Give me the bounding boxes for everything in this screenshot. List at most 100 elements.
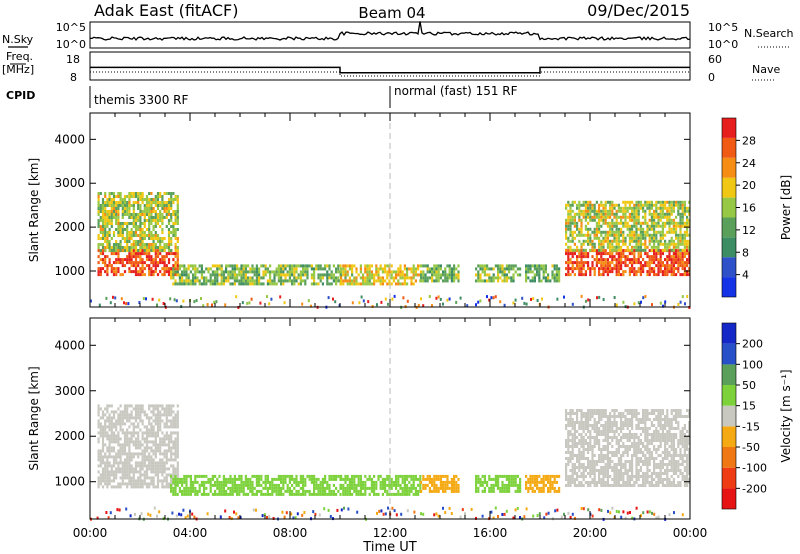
data-cell bbox=[567, 451, 570, 454]
data-cell bbox=[156, 195, 160, 198]
data-cell bbox=[410, 270, 413, 274]
data-cell bbox=[492, 296, 495, 300]
data-cell bbox=[152, 258, 155, 262]
data-cell bbox=[686, 270, 689, 274]
data-cell bbox=[266, 489, 269, 493]
data-cell bbox=[178, 276, 181, 280]
data-cell bbox=[576, 412, 579, 415]
data-cell bbox=[426, 477, 429, 481]
data-cell bbox=[672, 206, 675, 210]
data-cell bbox=[684, 302, 686, 306]
data-cell bbox=[269, 483, 272, 487]
data-cell bbox=[538, 267, 541, 271]
data-cell bbox=[159, 258, 162, 262]
data-cell bbox=[119, 485, 122, 489]
data-cell bbox=[631, 230, 634, 234]
data-cell bbox=[128, 234, 131, 237]
data-cell bbox=[604, 258, 607, 262]
data-cell bbox=[174, 234, 177, 237]
data-cell bbox=[152, 237, 155, 240]
data-cell bbox=[569, 248, 572, 252]
data-cell bbox=[119, 461, 122, 465]
data-cell bbox=[181, 276, 184, 280]
data-cell bbox=[161, 407, 164, 411]
data-cell bbox=[569, 206, 572, 210]
data-cell bbox=[670, 239, 673, 243]
data-cell bbox=[437, 273, 440, 277]
data-cell bbox=[595, 433, 598, 436]
data-cell bbox=[148, 485, 151, 489]
data-cell bbox=[626, 206, 629, 210]
data-cell bbox=[686, 215, 689, 219]
data-cell bbox=[593, 472, 596, 475]
data-cell bbox=[150, 479, 153, 483]
data-cell bbox=[399, 267, 402, 271]
data-cell bbox=[332, 279, 335, 283]
data-cell bbox=[176, 404, 179, 408]
data-cell bbox=[514, 483, 517, 487]
data-cell bbox=[165, 449, 168, 453]
data-cell bbox=[544, 483, 547, 487]
data-cell bbox=[593, 478, 596, 481]
data-cell bbox=[98, 303, 101, 307]
data-cell bbox=[271, 489, 274, 493]
data-cell bbox=[613, 255, 616, 259]
data-cell bbox=[406, 267, 409, 271]
data-cell bbox=[578, 215, 581, 219]
data-cell bbox=[159, 216, 162, 219]
data-cell bbox=[477, 477, 480, 481]
data-cell bbox=[679, 200, 682, 204]
data-cell bbox=[282, 477, 285, 481]
data-cell bbox=[617, 252, 620, 256]
data-cell bbox=[359, 267, 362, 271]
data-cell bbox=[97, 243, 100, 246]
data-cell bbox=[593, 460, 596, 463]
data-cell bbox=[606, 484, 609, 487]
data-cell bbox=[439, 267, 442, 271]
data-cell bbox=[205, 267, 208, 271]
data-cell bbox=[600, 412, 603, 415]
data-cell bbox=[589, 412, 592, 415]
data-cell bbox=[152, 479, 155, 483]
data-cell bbox=[328, 474, 331, 478]
data-cell bbox=[655, 206, 658, 210]
data-cell bbox=[453, 486, 456, 490]
data-cell bbox=[412, 270, 415, 274]
data-cell bbox=[672, 239, 675, 243]
data-cell bbox=[370, 276, 373, 280]
data-cell bbox=[510, 477, 513, 481]
data-cell bbox=[194, 486, 197, 490]
data-cell bbox=[598, 448, 601, 451]
data-cell bbox=[255, 264, 258, 268]
data-cell bbox=[620, 427, 623, 430]
data-cell bbox=[121, 482, 124, 486]
data-cell bbox=[547, 480, 550, 484]
data-cell bbox=[308, 489, 311, 493]
data-cell bbox=[156, 428, 160, 432]
data-cell bbox=[490, 267, 493, 271]
data-cell bbox=[677, 224, 680, 228]
data-cell bbox=[664, 258, 667, 262]
data-cell bbox=[200, 492, 203, 496]
data-cell bbox=[639, 227, 642, 231]
data-cell bbox=[375, 483, 378, 487]
freq-label-line1: Freq. bbox=[6, 50, 33, 63]
data-cell bbox=[126, 231, 129, 234]
data-cell bbox=[247, 276, 250, 280]
data-cell bbox=[620, 463, 623, 466]
data-cell bbox=[255, 282, 258, 286]
data-cell bbox=[335, 276, 338, 280]
data-cell bbox=[344, 267, 347, 271]
data-cell bbox=[262, 486, 265, 490]
data-cell bbox=[121, 222, 124, 225]
data-cell bbox=[117, 461, 120, 465]
data-cell bbox=[117, 231, 120, 234]
data-cell bbox=[220, 276, 223, 280]
data-cell bbox=[622, 242, 625, 246]
data-cell bbox=[313, 486, 316, 490]
data-cell bbox=[310, 267, 313, 271]
data-cell bbox=[163, 455, 166, 459]
data-cell bbox=[664, 239, 667, 243]
data-cell bbox=[606, 224, 609, 228]
